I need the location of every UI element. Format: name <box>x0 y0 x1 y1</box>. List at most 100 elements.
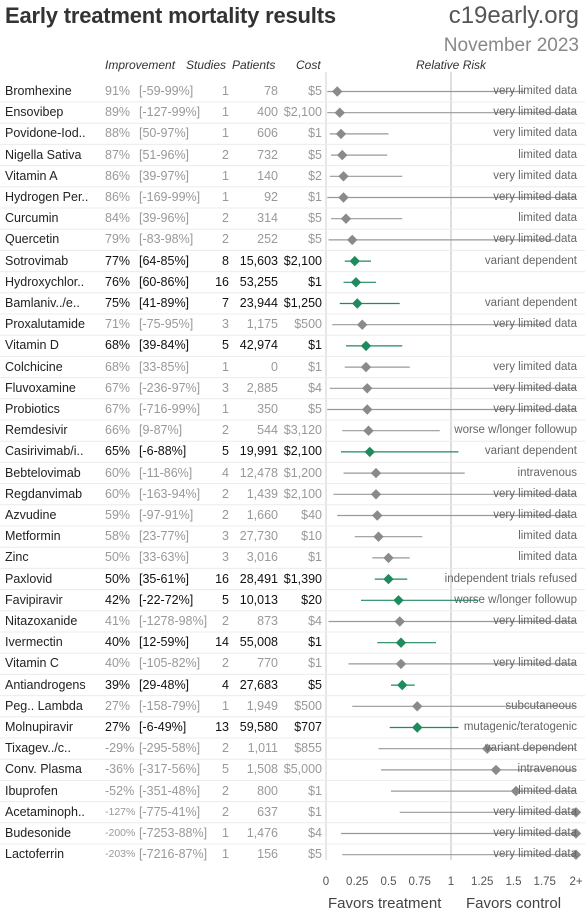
treatment-name: Bamlaniv../e.. <box>5 296 80 310</box>
effect-marker <box>349 255 360 267</box>
favors-control-label: Favors control <box>466 895 562 912</box>
effect-marker <box>347 234 358 246</box>
patients-count: 2,885 <box>246 380 278 395</box>
confidence-interval: [-169-99%] <box>139 190 201 204</box>
table-row: Ivermectin 40% [12-59%] 14 55,008 $1 <box>0 632 585 653</box>
table-row: Zinc 50% [33-63%] 3 3,016 $1 limited data <box>0 547 585 568</box>
row-note: limited data <box>518 551 577 564</box>
table-row: Antiandrogens 39% [29-48%] 4 27,683 $5 <box>0 675 585 696</box>
effect-marker <box>490 764 502 776</box>
confidence-interval: [-158-79%] <box>139 698 201 713</box>
patients-count: 27,730 <box>239 529 278 544</box>
improvement-value: 86% <box>105 168 131 183</box>
studies-count: 4 <box>222 465 229 480</box>
patients-count: 350 <box>257 402 278 416</box>
table-row: Bebtelovimab 60% [-11-86%] 4 12,478 $1,200 int… <box>0 463 585 484</box>
confidence-interval: [-163-94%] <box>139 486 201 501</box>
effect-marker <box>364 446 375 458</box>
patients-count: 15,603 <box>239 253 278 268</box>
row-note: worse w/longer followup <box>454 424 577 437</box>
improvement-value: 68% <box>105 338 131 353</box>
row-note: very limited data <box>493 127 577 140</box>
cost-value: $1 <box>308 359 322 374</box>
row-note: very limited data <box>493 805 577 818</box>
improvement-value: 89% <box>105 105 131 120</box>
table-row: Vitamin A 86% [39-97%] 1 140 $2 very limited d… <box>0 166 585 187</box>
treatment-name: Casirivimab/i.. <box>5 444 84 459</box>
row-note: very limited data <box>493 615 577 627</box>
improvement-value: 41% <box>105 614 131 628</box>
effect-marker <box>357 319 368 330</box>
treatment-name: Vitamin D <box>5 338 59 353</box>
patients-count: 10,013 <box>239 592 278 607</box>
row-note: intravenous <box>517 763 577 776</box>
cost-value: $1,390 <box>283 571 322 586</box>
row-note: very limited data <box>493 360 577 373</box>
confidence-interval: [33-63%] <box>139 550 190 565</box>
confidence-interval: [-6-49%] <box>139 720 187 734</box>
table-row: Molnupiravir 27% [-6-49%] 13 59,580 $707 mutag… <box>0 717 585 738</box>
cost-value: $5 <box>308 847 322 862</box>
confidence-interval: [60-86%] <box>139 274 190 289</box>
treatment-name: Paxlovid <box>5 571 53 586</box>
studies-count: 2 <box>222 486 229 501</box>
patients-count: 1,949 <box>246 698 278 713</box>
effect-marker <box>350 277 362 288</box>
row-note: intravenous <box>517 466 577 479</box>
studies-count: 1 <box>222 698 229 713</box>
x-tick-label: 1.5 <box>506 876 522 888</box>
treatment-name: Fluvoxamine <box>5 380 76 395</box>
patients-count: 1,011 <box>247 741 278 756</box>
cost-value: $5,000 <box>283 762 322 777</box>
table-row: Casirivimab/i.. 65% [-6-88%] 5 19,991 $2,100 v… <box>0 441 585 462</box>
confidence-interval: [-7216-87%] <box>139 847 208 862</box>
confidence-interval: [-127-99%] <box>139 105 201 120</box>
table-row: Bamlaniv../e.. 75% [41-89%] 7 23,944 $1,250 va… <box>0 293 585 314</box>
improvement-value: -127% <box>105 805 136 818</box>
cost-value: $1,200 <box>283 465 322 480</box>
effect-marker <box>362 383 373 394</box>
studies-count: 16 <box>215 274 229 289</box>
effect-marker <box>482 743 493 754</box>
table-row: Nitazoxanide 41% [-1278-98%] 2 873 $4 very lim… <box>0 611 585 632</box>
studies-count: 1 <box>222 847 229 862</box>
table-row: Vitamin D 68% [39-84%] 5 42,974 $1 <box>0 335 585 356</box>
treatment-name: Regdanvimab <box>5 486 83 501</box>
cost-value: $855 <box>294 741 322 756</box>
treatment-name: Azvudine <box>5 508 57 522</box>
confidence-interval: [-716-99%] <box>139 402 201 416</box>
row-note: worse w/longer followup <box>454 593 577 606</box>
treatment-name: Acetaminoph.. <box>5 804 85 819</box>
treatment-name: Sotrovimab <box>5 253 69 268</box>
effect-marker <box>394 616 405 627</box>
row-note: subcutaneous <box>505 699 577 712</box>
improvement-value: 60% <box>105 486 131 501</box>
row-note: variant dependent <box>484 445 577 458</box>
cost-value: $500 <box>294 698 322 713</box>
table-row: Povidone-Iod.. 88% [50-97%] 1 606 $1 very limi… <box>0 123 585 144</box>
cost-value: $5 <box>308 147 322 162</box>
improvement-value: 58% <box>105 529 131 544</box>
effect-marker <box>337 149 348 161</box>
patients-count: 252 <box>257 232 278 247</box>
row-note: variant dependent <box>484 742 577 755</box>
row-note: mutagenic/teratogenic <box>463 721 577 733</box>
studies-count: 2 <box>222 656 229 671</box>
cost-value: $1 <box>308 338 322 353</box>
confidence-interval: [9-87%] <box>139 423 183 438</box>
studies-count: 3 <box>222 529 229 544</box>
studies-count: 3 <box>222 317 229 332</box>
row-note: limited data <box>518 784 577 797</box>
row-note: very limited data <box>493 657 577 670</box>
table-row: Peg.. Lambda 27% [-158-79%] 1 1,949 $500 subcu… <box>0 696 585 717</box>
cost-value: $4 <box>308 614 322 628</box>
cost-value: $2 <box>308 168 322 183</box>
cost-value: $4 <box>308 380 322 395</box>
x-tick-label: 1.75 <box>534 876 556 888</box>
treatment-name: Ivermectin <box>5 635 63 650</box>
cost-value: $2,100 <box>283 444 322 459</box>
confidence-interval: [-11-86%] <box>139 465 193 480</box>
patients-count: 12,478 <box>239 465 278 480</box>
cost-value: $1 <box>308 274 322 289</box>
